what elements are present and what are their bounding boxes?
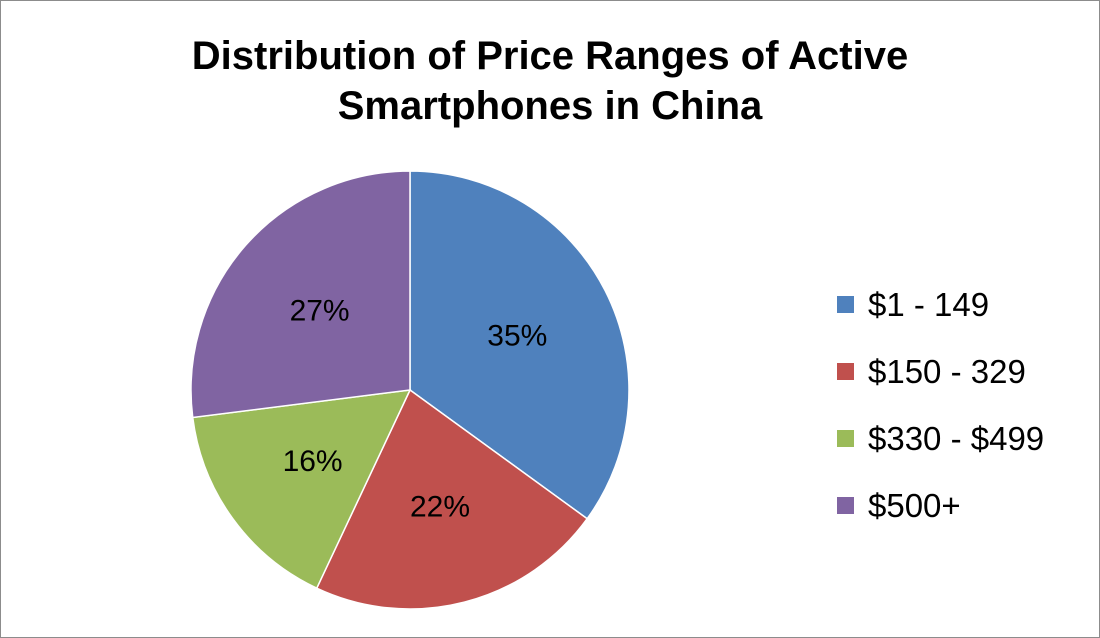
legend-item: $500+ (837, 472, 1087, 539)
chart-title-line-1: Distribution of Price Ranges of Active (191, 34, 909, 78)
legend-item: $150 - 329 (837, 338, 1087, 405)
legend-item: $330 - $499 (837, 405, 1087, 472)
legend: $1 - 149 $150 - 329 $330 - $499 $500+ (837, 271, 1087, 539)
pie-slice-label-2: 22% (410, 491, 470, 524)
legend-label-3: $330 - $499 (868, 419, 1045, 457)
pie-slice-label-3: 16% (283, 445, 343, 478)
legend-item: $1 - 149 (837, 271, 1087, 338)
pie-slice-label-1: 35% (487, 319, 547, 352)
legend-swatch-4 (837, 497, 854, 514)
pie-slice-4 (190, 170, 411, 419)
pie-labels: 35% 22% 16% 27% (283, 294, 548, 523)
legend-swatch-3 (837, 430, 854, 447)
legend-label-4: $500+ (868, 486, 961, 524)
pie-slice-1 (409, 170, 630, 520)
legend-swatch-1 (837, 296, 854, 313)
chart-title: Distribution of Price Ranges of Active S… (1, 31, 1099, 131)
pie-slice-3 (191, 389, 412, 590)
legend-swatch-2 (837, 363, 854, 380)
chart-title-line-2: Smartphones in China (337, 84, 763, 128)
pie-slices (190, 170, 630, 610)
pie-slice-label-4: 27% (290, 294, 350, 327)
legend-label-2: $150 - 329 (868, 352, 1026, 390)
legend-label-1: $1 - 149 (868, 285, 990, 323)
